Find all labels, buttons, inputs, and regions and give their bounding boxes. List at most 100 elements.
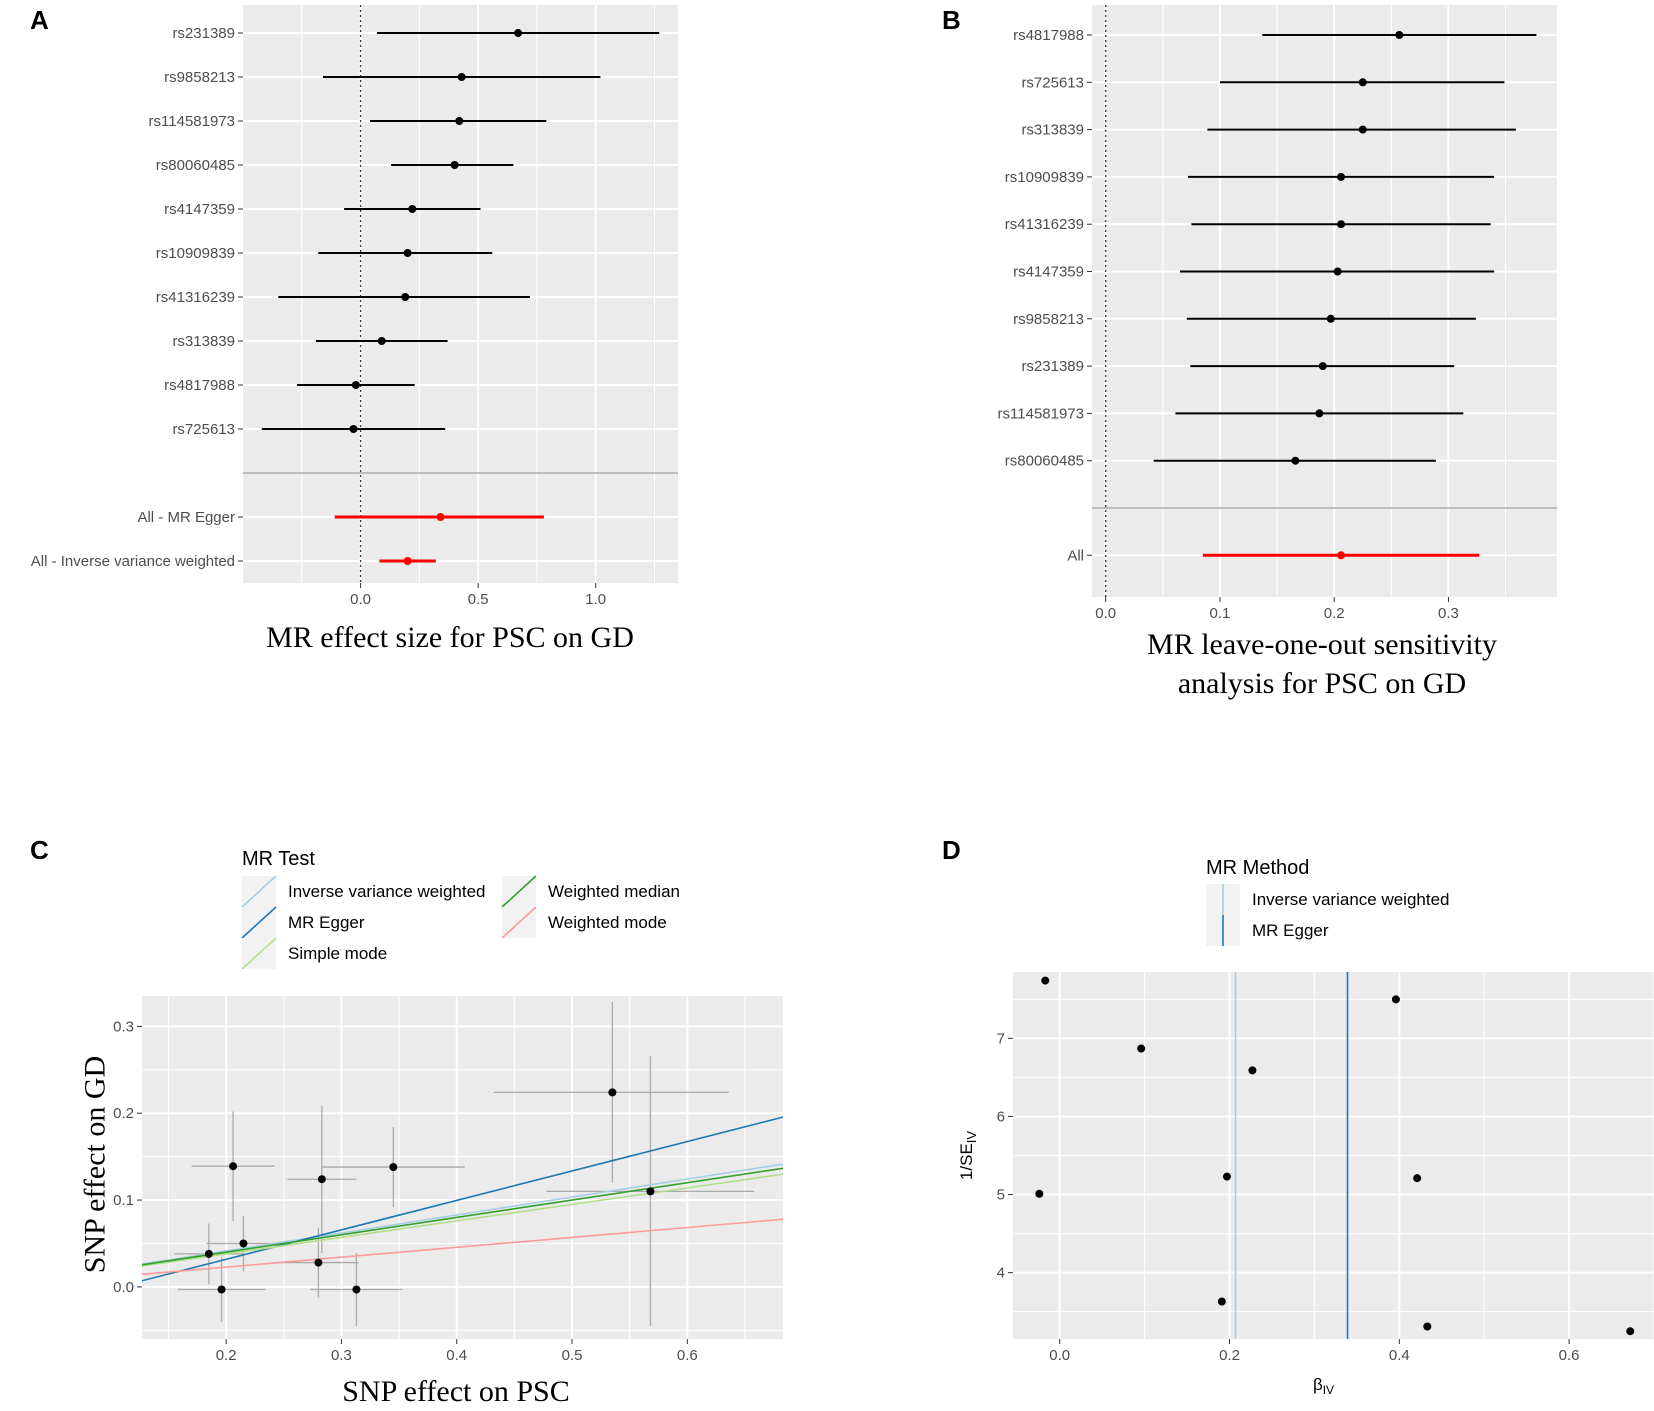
snp-label: All - Inverse variance weighted	[31, 553, 235, 570]
panel-a-plot-area	[243, 5, 678, 583]
estimate-point	[1291, 456, 1300, 465]
estimate-point	[436, 513, 445, 521]
y-axis-label: 1/SEIV	[957, 1131, 979, 1180]
snp-point	[229, 1162, 238, 1171]
snp-point	[1222, 1172, 1231, 1181]
y-tick-label: 6	[997, 1108, 1005, 1125]
x-tick-label: 0.4	[446, 1347, 467, 1364]
snp-label: rs725613	[1021, 74, 1084, 91]
panel-b-letter: B	[942, 5, 961, 35]
snp-point	[1041, 976, 1050, 985]
snp-point	[1423, 1322, 1432, 1331]
legend-label: Inverse variance weighted	[1252, 890, 1450, 909]
regression-line	[142, 1173, 783, 1267]
snp-point	[1035, 1189, 1044, 1198]
panel-c-regression-lines	[142, 1116, 783, 1282]
x-tick-label: 0.3	[331, 1347, 352, 1364]
y-tick-label: 5	[997, 1187, 1005, 1204]
snp-label: rs9858213	[1013, 311, 1084, 328]
regression-line	[142, 1218, 783, 1276]
snp-label: rs80060485	[156, 157, 235, 174]
estimate-point	[514, 29, 523, 37]
snp-label: rs114581973	[149, 113, 235, 130]
snp-label: rs114581973	[998, 405, 1084, 422]
snp-point	[646, 1187, 655, 1196]
regression-line	[142, 1167, 783, 1266]
estimate-point	[1358, 78, 1367, 87]
legend-label: Simple mode	[288, 944, 387, 963]
y-tick-label: 7	[997, 1030, 1005, 1047]
snp-label: rs313839	[172, 333, 235, 350]
snp-label: All	[1067, 547, 1084, 564]
snp-point	[204, 1249, 213, 1258]
panel-b-x-title-line1: MR leave-one-out sensitivity	[1147, 628, 1497, 661]
legend-key-line	[241, 906, 277, 939]
snp-label: rs80060485	[1005, 453, 1084, 470]
x-tick-label: 0.2	[216, 1347, 237, 1364]
snp-point	[217, 1285, 226, 1294]
legend-title: MR Method	[1206, 857, 1309, 879]
y-tick-label: 4	[997, 1265, 1005, 1282]
x-tick-label: 0.0	[350, 591, 371, 608]
legend-key-line	[501, 875, 537, 908]
panel-a-x-title: MR effect size for PSC on GD	[266, 621, 634, 654]
snp-point	[1217, 1297, 1226, 1306]
snp-label: rs10909839	[1005, 169, 1084, 186]
estimate-point	[403, 557, 412, 565]
legend-label: MR Egger	[1252, 921, 1329, 940]
panel-b-x-title-line2: analysis for PSC on GD	[1177, 667, 1467, 700]
snp-label: rs4147359	[164, 201, 235, 218]
estimate-point	[1337, 220, 1346, 229]
snp-point	[1248, 1066, 1257, 1075]
estimate-point	[377, 337, 386, 345]
snp-label: rs4817988	[164, 377, 235, 394]
snp-label: rs41316239	[1005, 216, 1084, 233]
snp-label: rs231389	[172, 25, 235, 42]
estimate-point	[1333, 267, 1342, 276]
estimate-point	[1337, 551, 1346, 560]
estimate-point	[450, 161, 459, 169]
estimate-point	[403, 249, 412, 257]
snp-label: rs4817988	[1013, 27, 1084, 44]
legend-key-line	[241, 937, 277, 970]
y-tick-label: 0.2	[113, 1105, 134, 1122]
panel-d-letter: D	[942, 835, 961, 865]
x-tick-label: 0.2	[1219, 1347, 1240, 1364]
x-tick-label: 0.6	[677, 1347, 698, 1364]
x-tick-label: 0.6	[1559, 1347, 1580, 1364]
x-tick-label: 0.5	[468, 591, 489, 608]
y-tick-label: 0.3	[113, 1018, 134, 1035]
y-tick-label: 0.1	[113, 1192, 134, 1209]
regression-line	[142, 1163, 783, 1265]
estimate-point	[1337, 172, 1346, 181]
snp-label: rs313839	[1021, 122, 1084, 139]
panel-b-forest: 0.0 0.1 0.2 0.3 rs4817988 rs725613 rs313839 rs1…	[998, 5, 1557, 622]
x-tick-label: 1.0	[585, 591, 606, 608]
estimate-point	[1315, 409, 1324, 418]
snp-point	[1413, 1174, 1422, 1183]
x-tick-label: 0.4	[1389, 1347, 1410, 1364]
snp-label: rs231389	[1021, 358, 1084, 375]
x-tick-label: 0.0	[1095, 605, 1116, 622]
snp-label: All - MR Egger	[137, 509, 235, 526]
estimate-point	[351, 381, 360, 389]
snp-point	[1137, 1044, 1146, 1053]
estimate-point	[455, 117, 464, 125]
y-tick-label: 0.0	[113, 1279, 134, 1296]
estimate-point	[401, 293, 410, 301]
legend-label: Weighted mode	[548, 913, 667, 932]
snp-point	[317, 1175, 326, 1184]
legend-key-line	[241, 875, 277, 908]
estimate-point	[1318, 362, 1327, 371]
snp-point	[314, 1258, 323, 1267]
panel-b-plot-area	[1092, 5, 1557, 597]
snp-point	[239, 1239, 248, 1248]
panel-c-scatter: 0.2 0.3 0.4 0.5 0.6 0.0 0.1 0.2 0.3 MR Test Invers…	[113, 848, 783, 1364]
snp-point	[1626, 1327, 1635, 1336]
estimate-point	[349, 425, 358, 433]
estimate-point	[1395, 31, 1404, 39]
snp-point	[389, 1163, 398, 1172]
regression-line	[142, 1116, 783, 1282]
estimate-point	[1358, 125, 1367, 134]
